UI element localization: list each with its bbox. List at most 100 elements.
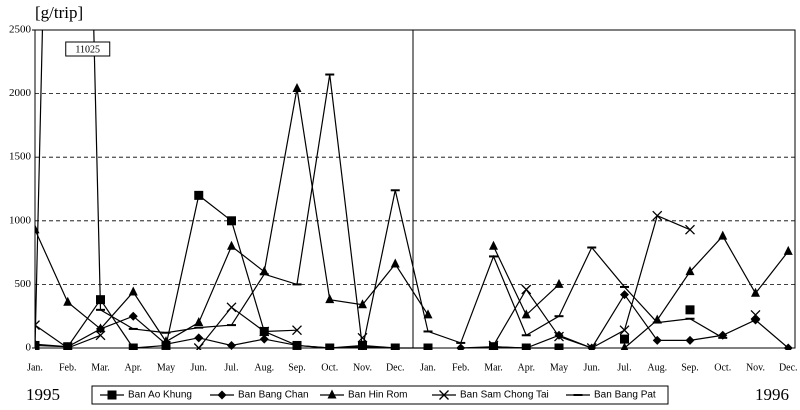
x-tick-label: May [157, 362, 175, 373]
legend-label: Ban Sam Chong Tai [460, 390, 549, 401]
marker [652, 335, 662, 345]
legend-label: Ban Ao Khung [128, 390, 192, 401]
marker [227, 240, 236, 250]
marker [259, 334, 269, 344]
x-tick-label: Sep. [288, 362, 306, 373]
marker [685, 266, 695, 276]
x-tick-label: Sep. [681, 362, 699, 373]
marker [521, 309, 531, 319]
marker [35, 320, 40, 331]
year-label: 1995 [26, 385, 60, 404]
marker [259, 266, 269, 276]
marker [63, 296, 73, 306]
marker [95, 330, 106, 341]
marker [292, 83, 302, 93]
marker [685, 335, 695, 345]
marker [390, 258, 400, 268]
marker [217, 390, 227, 400]
y-tick-label: 2500 [9, 24, 32, 36]
series-line [35, 30, 724, 349]
x-tick-label: Jun. [191, 362, 207, 373]
x-tick-label: Nov. [353, 362, 372, 373]
series-line [35, 195, 690, 348]
x-tick-label: Apr. [518, 362, 536, 373]
marker [489, 240, 498, 250]
x-tick-label: Oct. [714, 362, 731, 373]
x-tick-label: Jul. [224, 362, 238, 373]
marker [652, 210, 663, 221]
marker [620, 334, 629, 344]
marker [226, 302, 237, 313]
marker [194, 333, 204, 343]
x-tick-label: Apr. [125, 362, 143, 373]
marker [194, 190, 204, 200]
x-tick-label: Jun. [584, 362, 600, 373]
marker [554, 331, 564, 342]
y-tick-label: 0 [26, 342, 32, 354]
marker [750, 309, 761, 320]
x-tick-label: Aug. [647, 362, 667, 373]
marker [685, 224, 695, 235]
marker [128, 286, 138, 296]
x-tick-label: Feb. [452, 362, 470, 373]
marker [194, 317, 204, 327]
y-tick-label: 1500 [9, 151, 32, 163]
marker [292, 340, 302, 350]
series-line [35, 293, 789, 349]
marker [685, 305, 695, 315]
y-axis-label: [g/trip] [35, 3, 83, 22]
marker [161, 336, 171, 346]
series-line [35, 88, 789, 349]
y-tick-label: 2000 [9, 87, 32, 99]
marker [783, 343, 793, 350]
marker [620, 290, 629, 300]
annotation-box [65, 41, 111, 57]
y-tick-label: 500 [15, 278, 32, 290]
marker [423, 309, 433, 319]
year-label: 1996 [755, 385, 789, 404]
y-tick-label: 1000 [9, 214, 32, 226]
marker [35, 339, 40, 349]
marker [652, 314, 662, 324]
marker [783, 245, 793, 255]
marker [63, 342, 73, 350]
legend-label: Ban Bang Pat [594, 390, 656, 401]
marker [193, 343, 204, 350]
marker [554, 343, 564, 350]
marker [259, 326, 270, 337]
x-tick-label: Oct. [321, 362, 338, 373]
marker [292, 325, 302, 336]
marker [619, 325, 630, 336]
marker [62, 343, 73, 350]
marker [227, 340, 236, 350]
marker [227, 216, 236, 226]
plot-frame [34, 29, 796, 349]
x-tick-label: May [550, 362, 568, 373]
marker [586, 343, 597, 350]
marker [96, 323, 105, 333]
marker [107, 390, 117, 400]
marker [521, 343, 531, 350]
marker [620, 342, 629, 350]
marker [587, 343, 597, 350]
x-tick-label: Mar. [484, 362, 503, 373]
x-tick-label: Jul. [617, 362, 631, 373]
marker [327, 389, 337, 399]
x-tick-label: Dec. [779, 362, 798, 373]
marker [128, 311, 138, 321]
x-tick-label: Jan. [27, 362, 43, 373]
x-tick-label: Mar. [91, 362, 110, 373]
marker [325, 343, 335, 350]
marker [390, 343, 400, 350]
x-tick-label: Dec. [386, 362, 405, 373]
marker [751, 287, 760, 297]
marker [521, 284, 532, 295]
x-tick-label: Nov. [746, 362, 765, 373]
legend-label: Ban Bang Chan [238, 390, 309, 401]
legend [91, 385, 669, 405]
marker [358, 299, 367, 309]
marker [439, 390, 449, 400]
marker [488, 340, 499, 350]
marker [718, 230, 728, 240]
